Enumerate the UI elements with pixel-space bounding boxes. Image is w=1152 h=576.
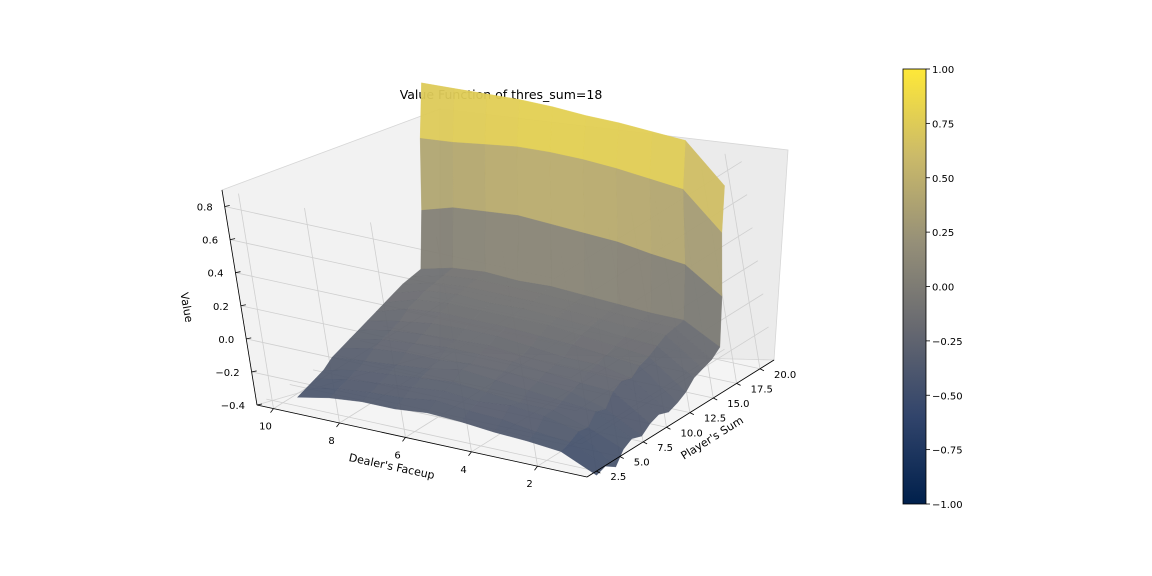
value-tick-label: −0.4 [221, 401, 245, 412]
colorbar-tick-label: 0.00 [932, 283, 954, 294]
value-tick-label: 0.2 [213, 302, 229, 313]
colorbar-tick-label: 0.75 [932, 119, 954, 130]
surface-facet [582, 159, 618, 243]
surface-facet [296, 387, 339, 399]
player-tick-label: 12.5 [704, 414, 726, 425]
z-axis-label: Value [177, 291, 195, 323]
value-tick-mark [235, 271, 241, 274]
value-tick-mark [256, 403, 263, 406]
surface-facet [452, 88, 488, 145]
y-axis-line [586, 359, 775, 478]
surface-facet [517, 215, 552, 287]
z-axis-line [221, 189, 258, 406]
dealer-tick-label: 8 [328, 436, 334, 447]
colorbar-tick-label: 0.50 [932, 174, 954, 185]
grid-line [266, 398, 597, 472]
player-tick-mark [689, 412, 695, 416]
colorbar-tick-label: −0.50 [932, 391, 963, 402]
surface-facet [516, 146, 552, 225]
colorbar-tick-label: −0.75 [932, 446, 963, 457]
player-tick-label: 7.5 [657, 443, 673, 454]
dealer-tick-mark [336, 422, 340, 428]
surface-facet [549, 151, 585, 234]
surface-facet [582, 115, 620, 169]
x-axis-label: Dealer's Faceup [348, 451, 436, 482]
value-tick-label: 0.6 [202, 236, 218, 247]
player-tick-mark [619, 456, 624, 459]
player-tick-mark [736, 383, 741, 386]
colorbar-tick-label: 0.25 [932, 228, 954, 239]
colorbar-tick-label: −1.00 [932, 500, 963, 511]
value-tick-label: 0.0 [218, 335, 234, 346]
colorbar [902, 68, 927, 505]
dealer-tick-mark [534, 465, 538, 471]
value-surface [296, 82, 725, 476]
player-tick-mark [666, 426, 671, 430]
player-tick-label: 20.0 [774, 370, 796, 381]
x-axis-line [256, 404, 588, 478]
value-tick-label: −0.2 [215, 368, 239, 379]
value-tick-mark [240, 304, 246, 307]
dealer-tick-mark [468, 451, 472, 457]
colorbar-tick-label: 1.00 [932, 65, 954, 76]
value-tick-mark [229, 238, 236, 241]
surface-facet [550, 223, 585, 296]
surface-facet [484, 93, 520, 147]
colorbar-ticks: 1.00 0.75 0.50 0.25 0.00 −0.25 −0.50 −0.75 −1.00 [926, 65, 963, 511]
surface-facet [549, 106, 587, 160]
surface-facet [617, 241, 652, 314]
value-tick-mark [251, 370, 257, 373]
surface-facet [516, 99, 553, 153]
player-tick-label: 5.0 [634, 458, 650, 469]
player-tick-label: 15.0 [727, 399, 749, 410]
grid-line [724, 153, 761, 369]
surface-facet [615, 167, 652, 255]
dealer-tick-label: 4 [460, 465, 466, 476]
dealer-tick-mark [402, 437, 406, 442]
surface-facet [419, 138, 454, 211]
value-tick-label: 0.8 [197, 203, 213, 214]
dealer-tick-label: 10 [259, 422, 272, 433]
dealer-tick-label: 6 [394, 450, 400, 461]
surface-facet [484, 144, 519, 216]
player-tick-label: 17.5 [751, 384, 773, 395]
surface-facet [420, 207, 454, 270]
player-axis-ticks: 2.5 5.0 7.5 10.012.515.017.520.0 [596, 368, 796, 483]
player-tick-mark [759, 368, 765, 372]
player-tick-mark [642, 441, 648, 445]
surface-facet [484, 211, 519, 282]
dealer-tick-label: 2 [526, 479, 532, 490]
axis-spines [221, 189, 775, 478]
surface-facet [650, 253, 686, 321]
surface-facet [649, 178, 686, 265]
player-tick-label: 2.5 [610, 472, 626, 483]
value-tick-mark [246, 337, 252, 340]
surface-facet [583, 232, 618, 305]
grid-line [238, 193, 274, 409]
colorbar-tick-label: −0.25 [932, 337, 963, 348]
player-tick-mark [713, 397, 718, 401]
dealer-tick-mark [270, 408, 274, 413]
value-tick-label: 0.4 [208, 269, 224, 280]
surface-facet [452, 207, 486, 273]
surface-facet [452, 141, 486, 212]
player-tick-mark [596, 470, 601, 474]
dealer-axis-ticks: 2 4 6 8 10 [259, 408, 538, 490]
value-axis-ticks: −0.4 −0.2 0.0 0.2 0.4 0.6 0.8 [197, 203, 263, 412]
surface-facet [419, 82, 455, 143]
value-tick-mark [224, 205, 230, 207]
player-tick-label: 10.0 [680, 428, 702, 439]
